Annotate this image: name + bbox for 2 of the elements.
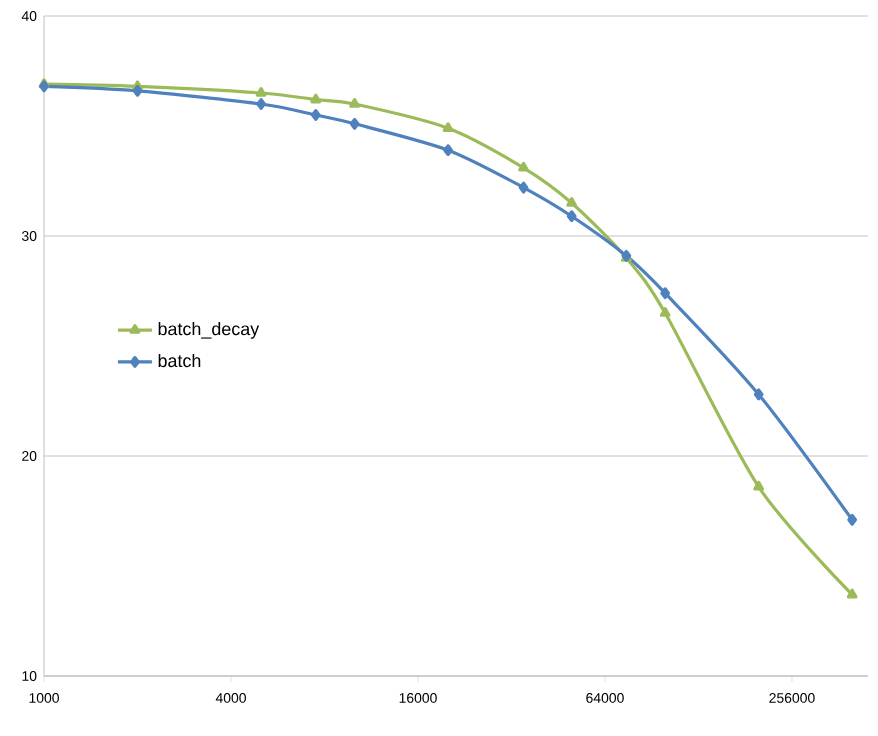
legend-label: batch_decay bbox=[158, 322, 260, 339]
legend-label: batch bbox=[158, 353, 201, 368]
